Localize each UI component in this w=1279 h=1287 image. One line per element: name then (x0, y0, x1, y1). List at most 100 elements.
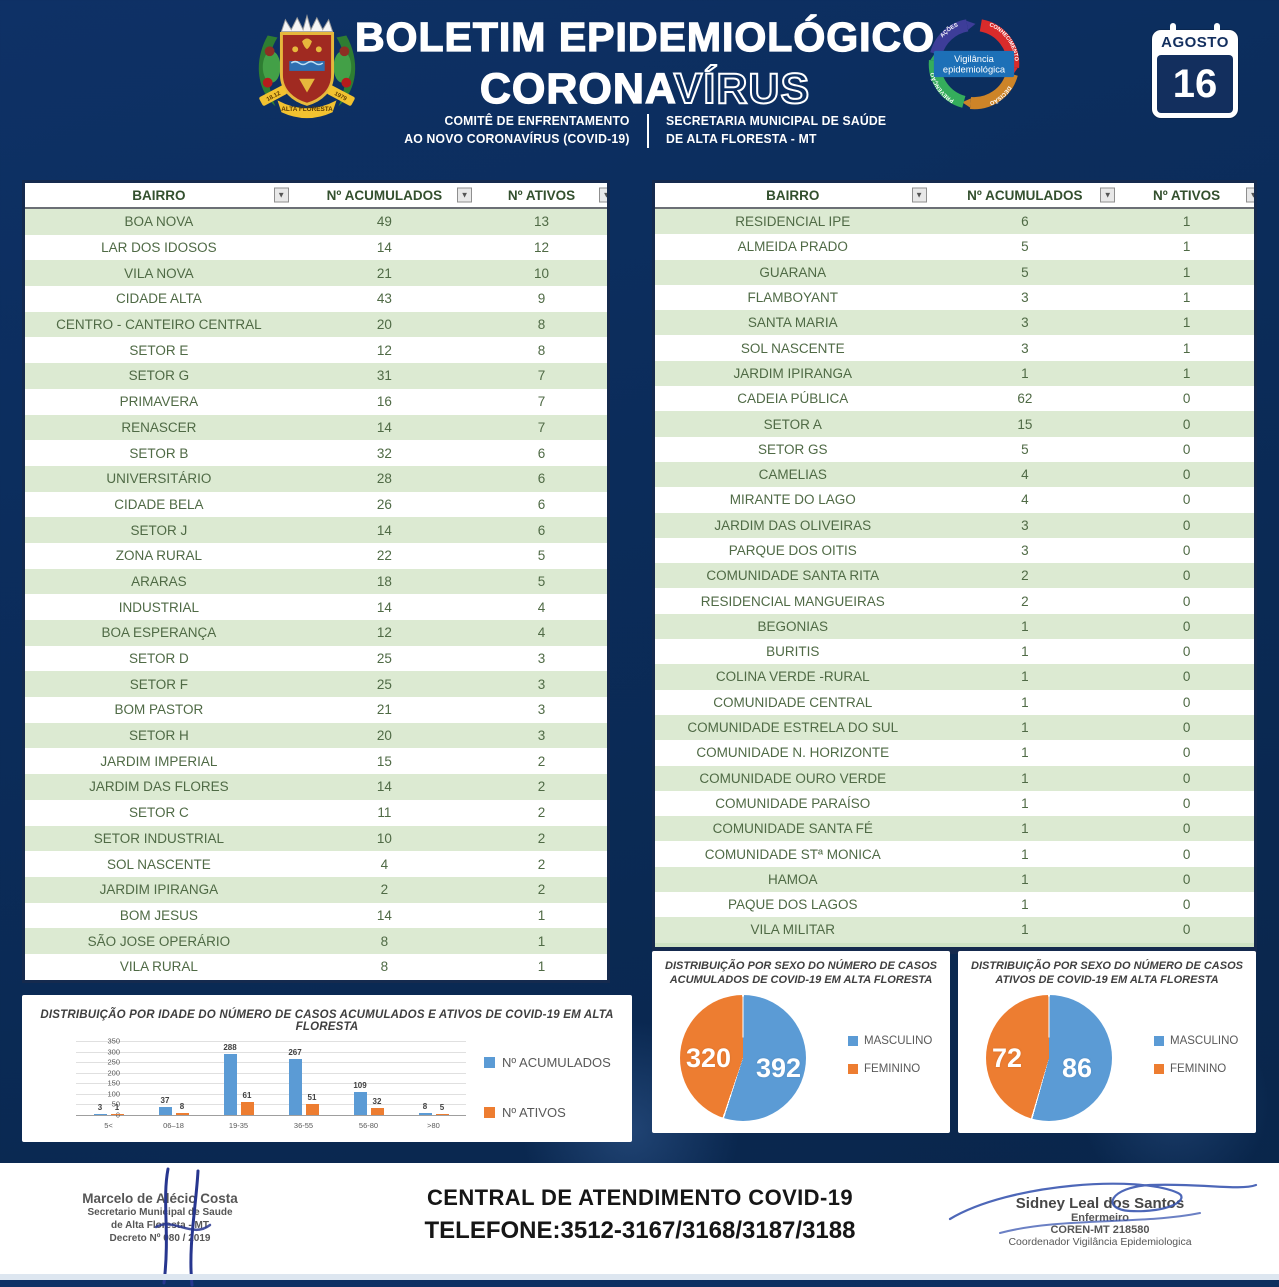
table-row: SETOR B 32 6 (25, 440, 607, 466)
bar-ativos (435, 1113, 449, 1115)
signature-block-enfermeiro: Sidney Leal dos Santos Enfermeiro COREN-… (948, 1182, 1258, 1248)
table-row: SETOR F 25 3 (25, 671, 607, 698)
filter-dropdown-acumulados[interactable]: ▼ (1100, 187, 1116, 203)
ativos-cell: 2 (537, 830, 546, 846)
table-row: SETOR E 12 8 (25, 337, 607, 364)
ativos-cell: 6 (537, 445, 546, 461)
table-row: HAMOA 1 0 (655, 866, 1254, 893)
bairro-cell: CADEIA PÚBLICA (737, 391, 849, 407)
table-row: SOL NASCENTE 4 2 (25, 851, 607, 877)
ativos-cell: 8 (537, 317, 546, 333)
x-axis-category-label: 06–18 (163, 1121, 184, 1130)
legend-label: FEMININO (864, 1063, 921, 1075)
ativos-cell: 9 (537, 291, 546, 307)
table-row: ZONA RURAL 22 5 (25, 542, 607, 569)
bairro-cell: SETOR G (128, 368, 190, 384)
call-center-phones: TELEFONE:3512-3167/3168/3187/3188 (424, 1217, 856, 1244)
acumulados-cell: 14 (376, 907, 392, 923)
acumulados-cell: 1 (1021, 897, 1029, 913)
acumulados-cell: 20 (376, 728, 392, 744)
bar-ativos (240, 1102, 254, 1115)
bairro-cell: COMUNIDADE OURO VERDE (699, 770, 887, 786)
bairro-cell: FLAMBOYANT (747, 290, 839, 306)
table-row: RESIDENCIAL IPE 6 1 (655, 209, 1254, 235)
table-row: INDUSTRIAL 14 4 (25, 594, 607, 620)
bairro-cell: PRIMAVERA (119, 394, 199, 410)
acumulados-cell: 5 (1021, 239, 1029, 255)
subtitle-secretaria: SECRETARIA MUNICIPAL DE SAÚDE DE ALTA FL… (665, 113, 887, 146)
x-axis-category-label: 56-80 (358, 1121, 379, 1130)
table-row: SETOR J 14 6 (25, 517, 607, 543)
legend-swatch-orange (484, 1107, 495, 1118)
bar-chart-title: DISTRIBUIÇÃO POR IDADE DO NÚMERO DE CASO… (40, 1009, 614, 1033)
table-row: COMUNIDADE STª MONICA 1 0 (655, 841, 1254, 867)
column-header-bairro: BAIRRO ▼ (25, 183, 293, 207)
ativos-cell: 1 (1182, 290, 1191, 306)
bairro-cell: COMUNIDADE SANTA FÉ (712, 821, 873, 837)
table-row: CIDADE BELA 26 6 (25, 491, 607, 518)
ativos-cell: 0 (1182, 871, 1191, 887)
ativos-cell: 2 (537, 882, 546, 898)
bairro-cell: COMUNIDADE ESTRELA DO SUL (687, 720, 899, 736)
gridline (76, 1041, 466, 1042)
bar-value-label: 5 (439, 1102, 445, 1112)
ativos-cell: 0 (1182, 492, 1191, 508)
bairro-cell: CIDADE BELA (114, 496, 204, 512)
acumulados-cell: 31 (376, 368, 392, 384)
table-row: PRIMAVERA 16 7 (25, 388, 607, 415)
filter-dropdown-ativos[interactable]: ▼ (599, 187, 607, 203)
legend-label: Nº ACUMULADOS (502, 1055, 611, 1070)
bairro-cell: COMUNIDADE PARAÍSO (715, 795, 871, 811)
x-axis-category-label: 19-35 (228, 1121, 249, 1130)
pie-value-masculino: 392 (756, 1053, 802, 1083)
pie-graphic (986, 995, 1112, 1121)
header-subtitle: COMITÊ DE ENFRENTAMENTO AO NOVO CORONAVÍ… (320, 112, 970, 148)
bairro-cell: BOM PASTOR (114, 702, 204, 718)
table-row: SETOR GS 5 0 (655, 436, 1254, 462)
acumulados-cell: 1 (1021, 821, 1029, 837)
filter-dropdown-bairro[interactable]: ▼ (273, 187, 289, 203)
bar-ativos (305, 1104, 319, 1115)
ativos-cell: 1 (1182, 365, 1191, 381)
ativos-cell: 1 (1182, 340, 1191, 356)
bairro-cell: CENTRO - CANTEIRO CENTRAL (56, 317, 262, 333)
ativos-cell: 3 (537, 676, 546, 692)
ativos-cell: 7 (537, 394, 546, 410)
ativos-cell: 2 (537, 805, 546, 821)
x-axis-category-label: 5< (104, 1121, 113, 1130)
acumulados-cell: 14 (376, 522, 392, 538)
table-row: ARARAS 18 5 (25, 568, 607, 595)
y-axis-tick-label: 150 (107, 1078, 120, 1088)
subtitle-committee: COMITÊ DE ENFRENTAMENTO AO NOVO CORONAVÍ… (404, 113, 630, 146)
bairro-cell: GUARANA (759, 264, 827, 280)
filter-dropdown-acumulados[interactable]: ▼ (457, 187, 473, 203)
ativos-cell: 10 (534, 265, 550, 281)
legend-label: Nº ATIVOS (502, 1105, 566, 1120)
acumulados-cell: 1 (1021, 365, 1029, 381)
acumulados-cell: 1 (1021, 922, 1029, 938)
ativos-cell: 2 (537, 856, 546, 872)
legend-label: MASCULINO (1170, 1035, 1239, 1047)
filter-dropdown-ativos[interactable]: ▼ (1246, 187, 1254, 203)
table-row: BURITIS 1 0 (655, 639, 1254, 665)
ativos-cell: 13 (534, 214, 550, 230)
svg-text:epidemiológica: epidemiológica (943, 64, 1006, 74)
bulletin-header: 18.12 1979 ALTA FLORESTA BOLETIM EPIDEMI… (0, 0, 1279, 178)
signer-name: Sidney Leal dos Santos (1015, 1195, 1185, 1212)
bar-value-label: 3 (97, 1102, 103, 1112)
pie-value-feminino: 72 (992, 1043, 1023, 1073)
filter-dropdown-bairro[interactable]: ▼ (911, 187, 927, 203)
bairro-cell: RESIDENCIAL MANGUEIRAS (700, 593, 885, 609)
call-center-title: CENTRAL DE ATENDIMENTO COVID-19 (427, 1185, 853, 1210)
ativos-cell: 8 (537, 342, 546, 358)
title-line-1: BOLETIM EPIDEMIOLÓGICO (354, 13, 936, 60)
ativos-cell: 0 (1182, 846, 1191, 862)
acumulados-cell: 14 (376, 599, 392, 615)
bairro-cell: COMUNIDADE SANTA RITA (706, 568, 880, 584)
bairro-cell: CAMELIAS (758, 467, 827, 483)
signer-role: Secretario Municipal de Saude (87, 1207, 233, 1218)
bar-value-label: 267 (288, 1047, 302, 1057)
acumulados-cell: 32 (376, 445, 392, 461)
bar-value-label: 1 (114, 1102, 120, 1112)
acumulados-cell: 11 (377, 805, 392, 821)
